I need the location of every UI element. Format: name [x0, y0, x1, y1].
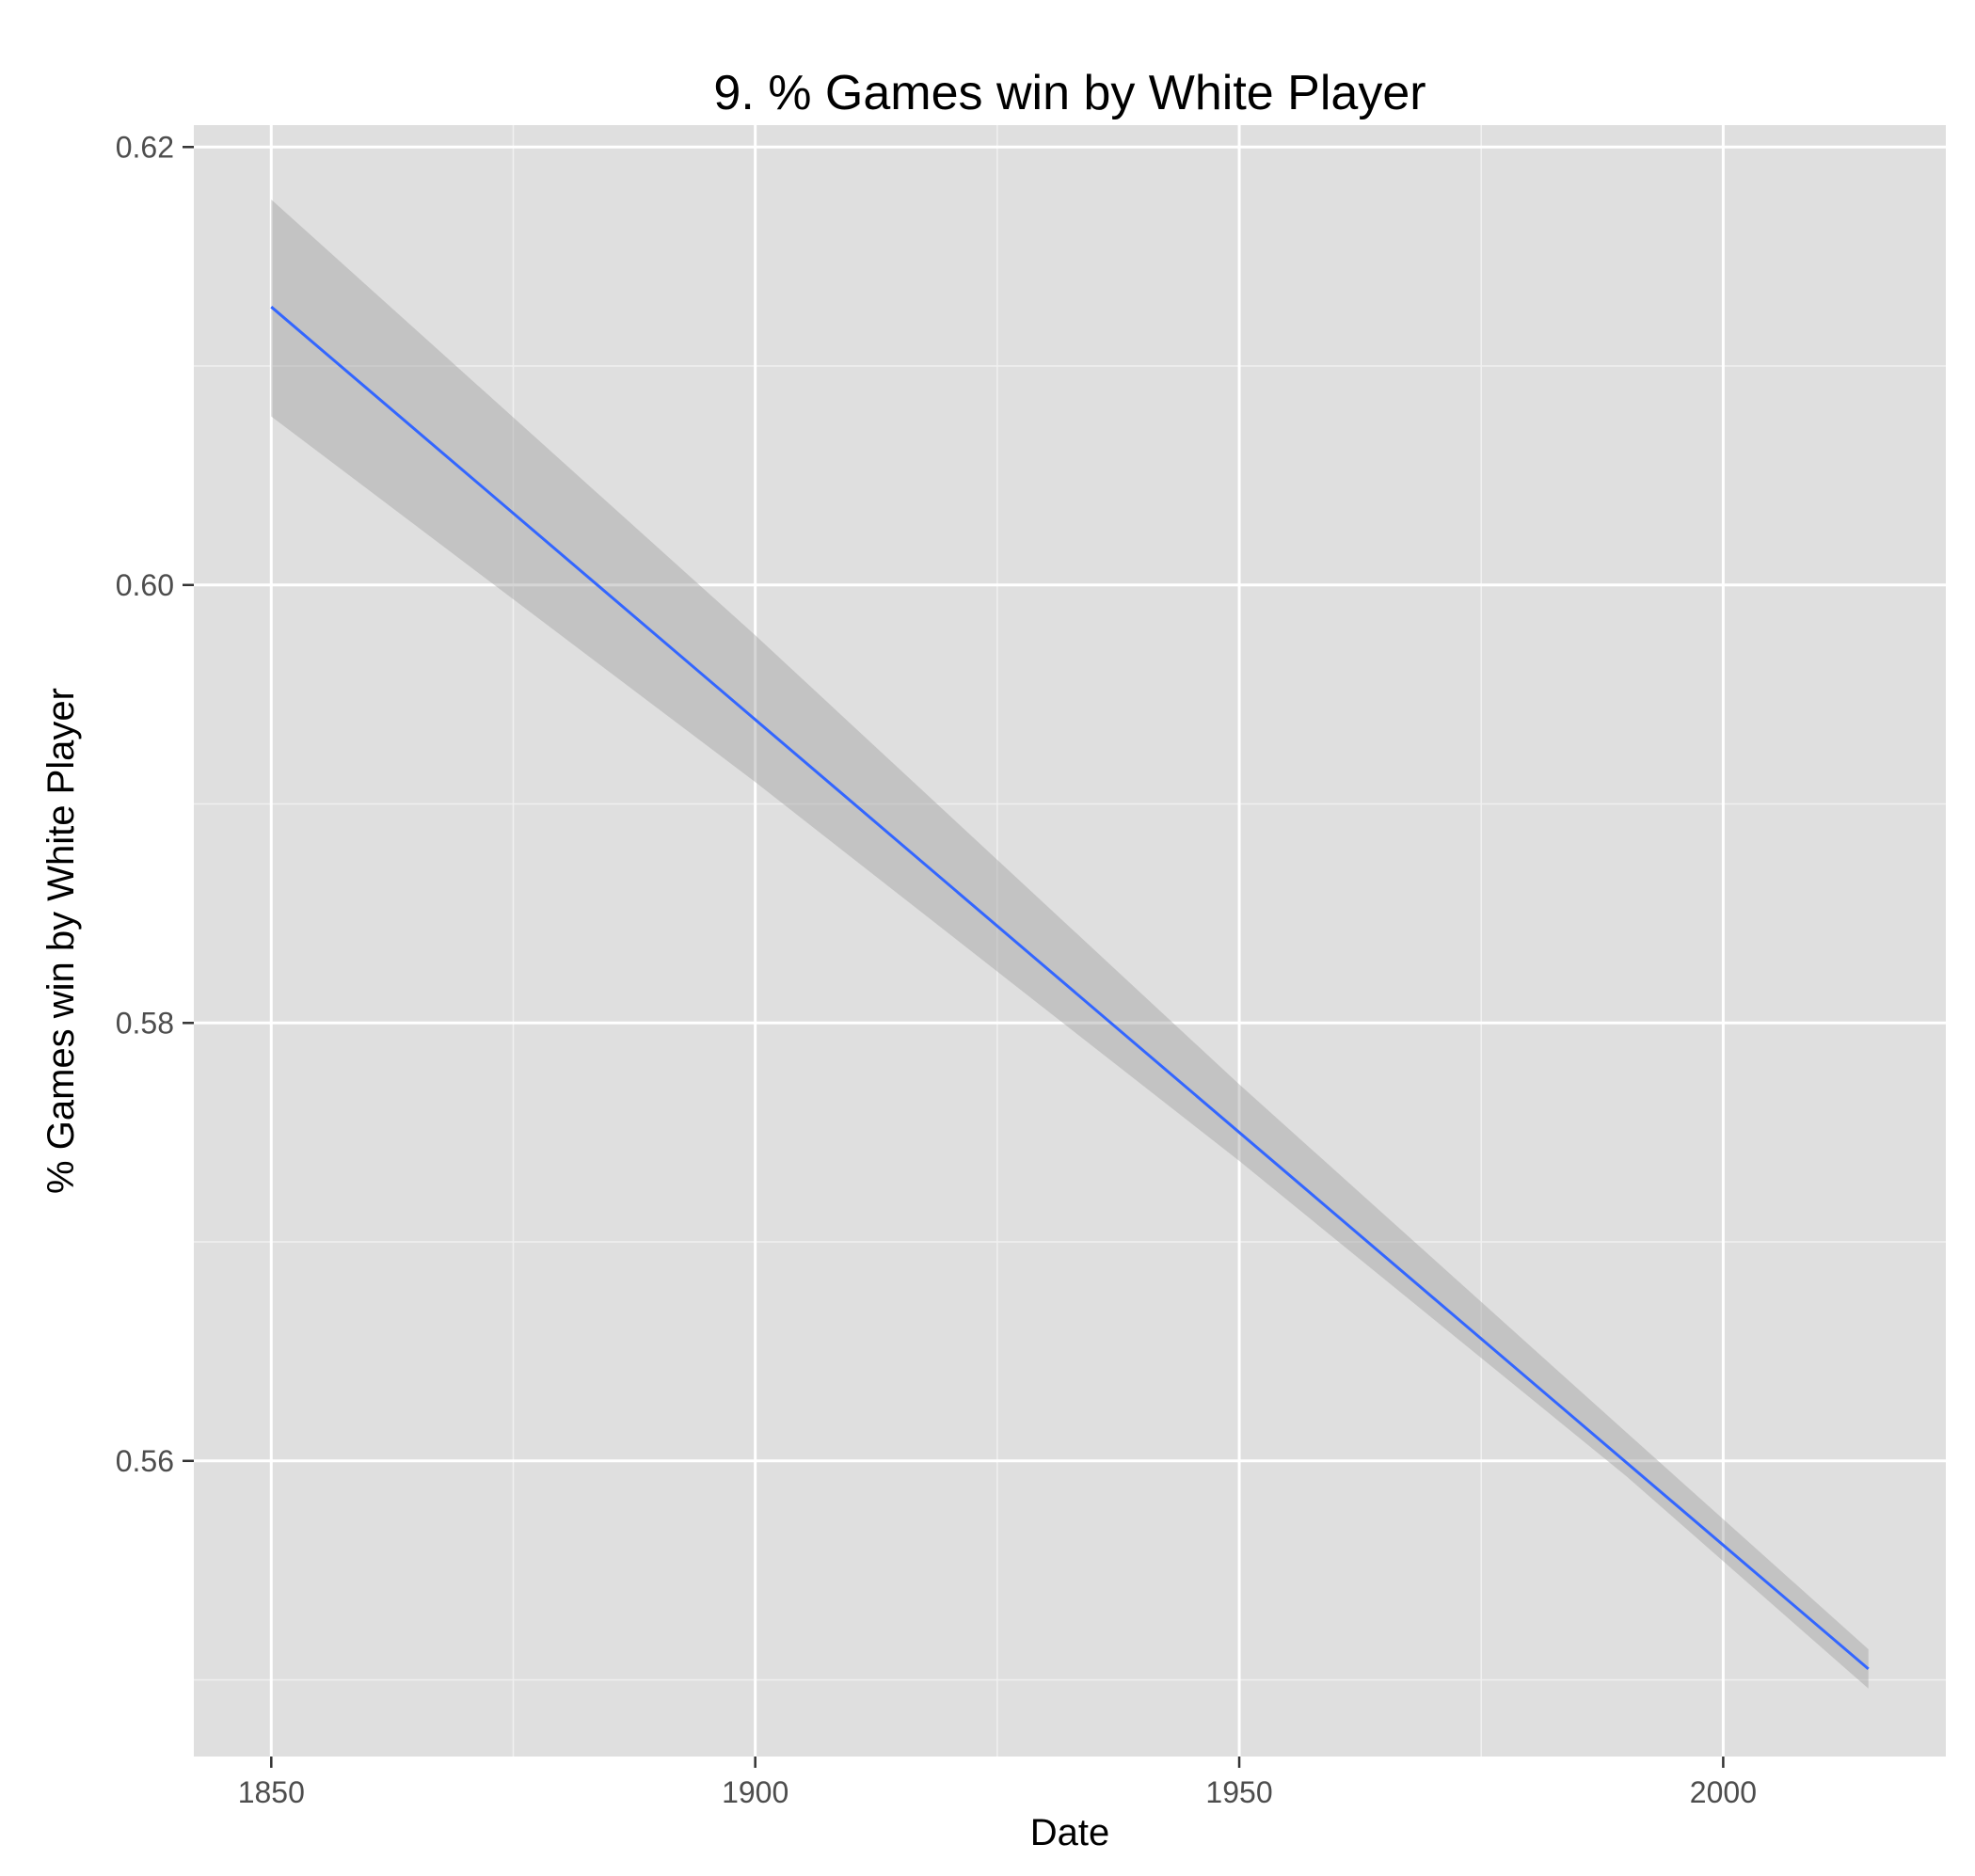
- y-axis-ticks: 0.62 0.60 0.58 0.56: [116, 130, 194, 1478]
- y-tick-label: 0.60: [116, 568, 174, 602]
- y-axis-title: % Games win by White Player: [40, 688, 82, 1194]
- x-tick-label: 1900: [722, 1775, 788, 1809]
- y-tick-label: 0.62: [116, 130, 174, 164]
- x-tick-label: 2000: [1690, 1775, 1757, 1809]
- major-gridlines: [194, 125, 1946, 1757]
- x-tick-label: 1950: [1205, 1775, 1272, 1809]
- y-tick-label: 0.56: [116, 1444, 174, 1478]
- x-axis-title: Date: [1030, 1812, 1110, 1853]
- chart-title: 9. % Games win by White Player: [713, 66, 1426, 120]
- minor-gridlines: [194, 125, 1946, 1757]
- x-axis-ticks: 1850 1900 1950 2000: [238, 1757, 1757, 1809]
- x-tick-label: 1850: [238, 1775, 305, 1809]
- trend-line: [270, 306, 1870, 1671]
- confidence-band: [271, 199, 1869, 1689]
- y-tick-label: 0.58: [116, 1006, 174, 1040]
